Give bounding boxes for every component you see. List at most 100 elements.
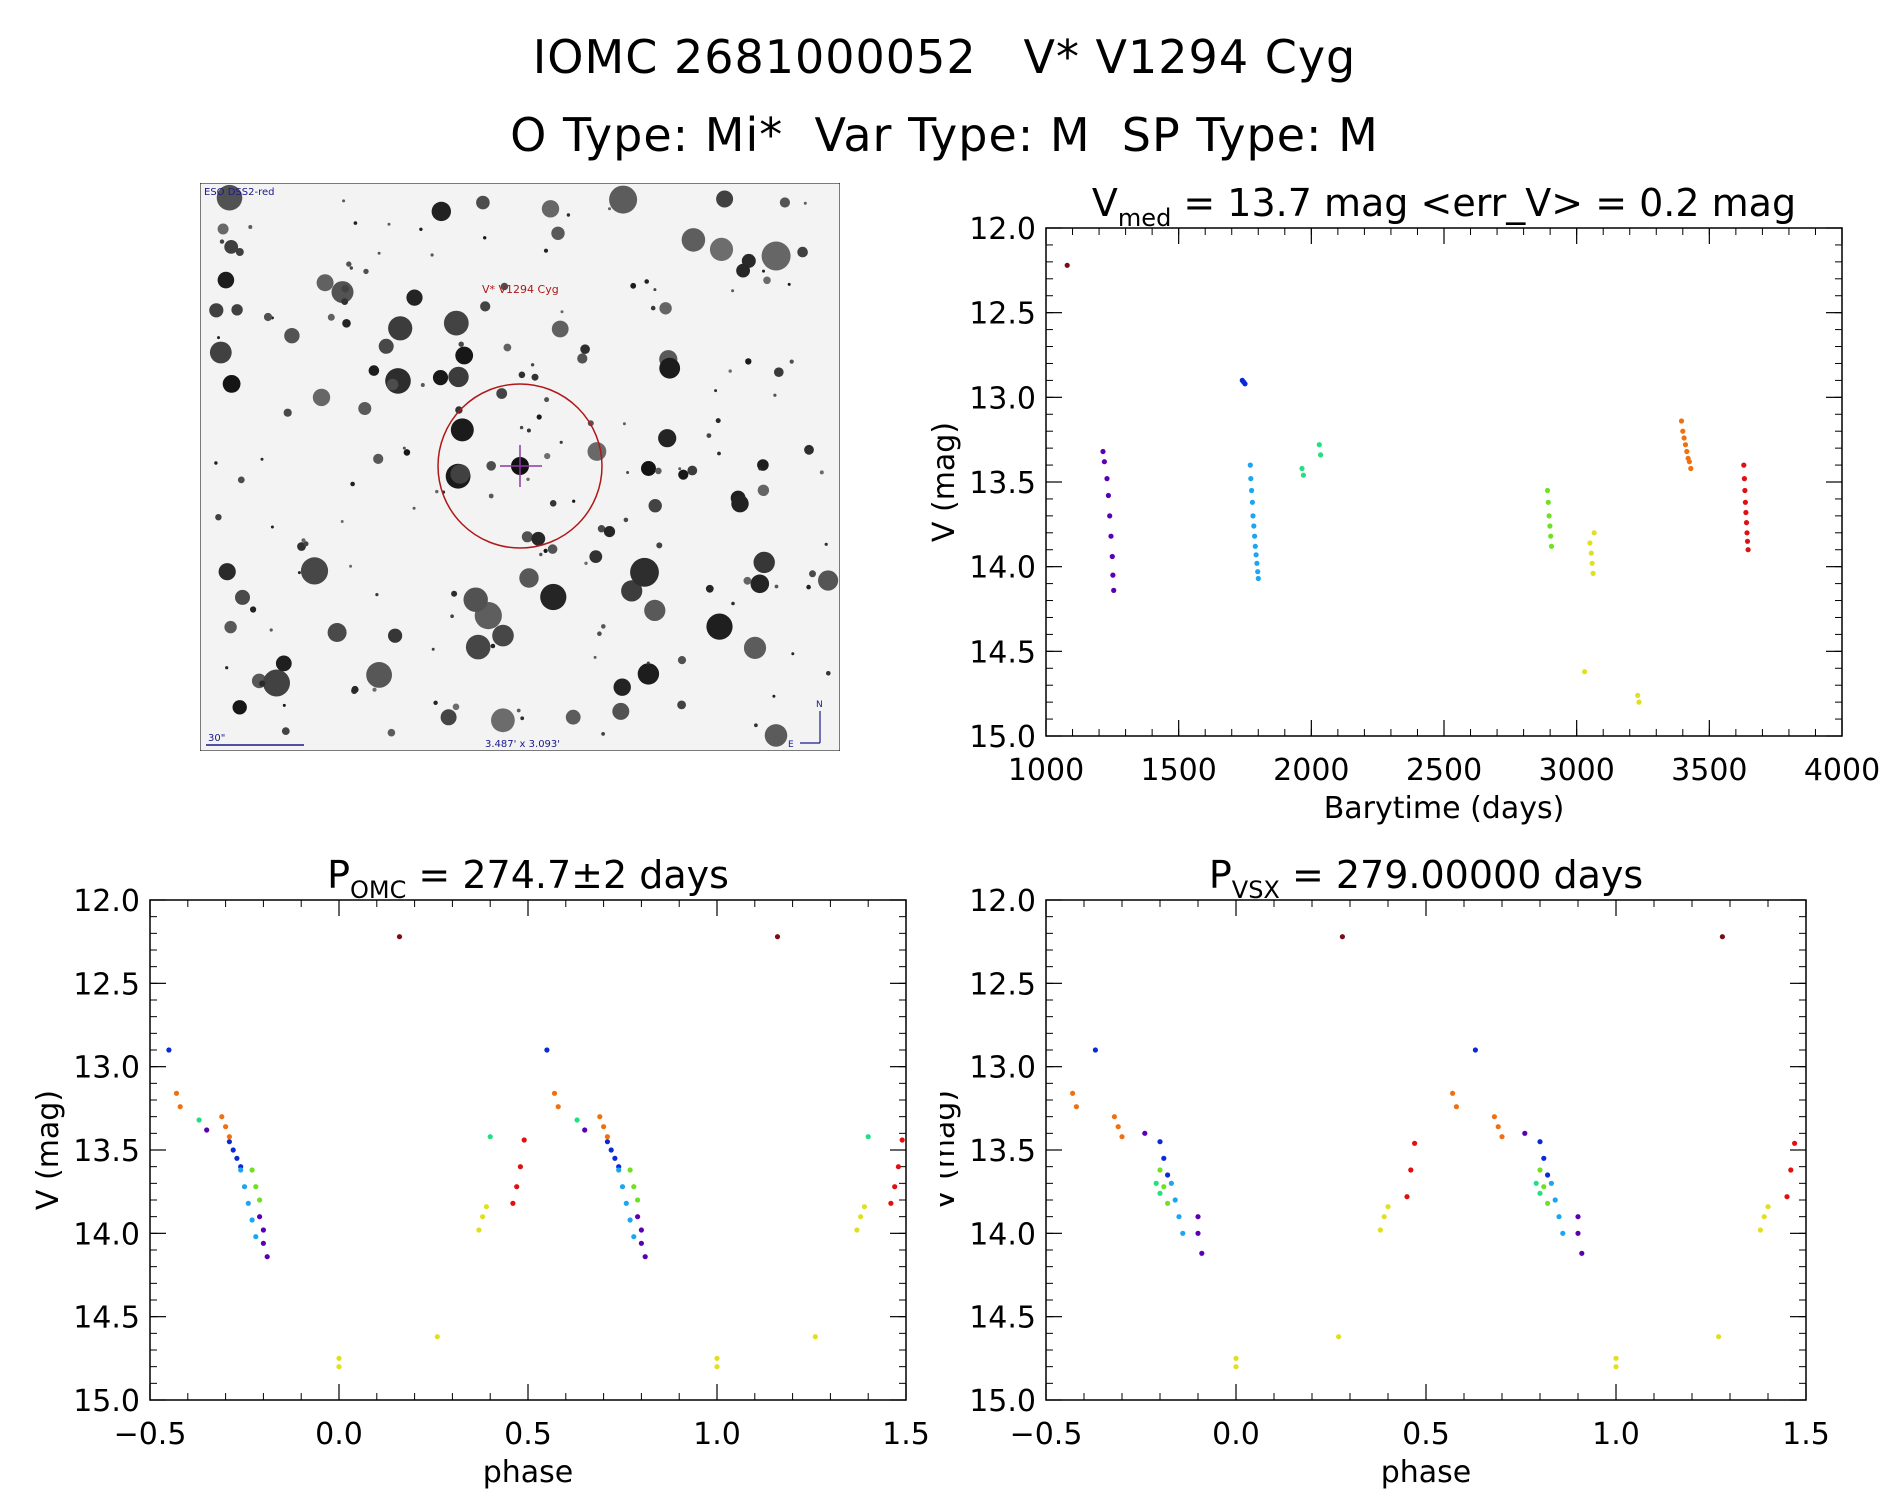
data-point [480,1214,486,1220]
finder-star [350,481,355,487]
data-point [1247,462,1253,468]
data-point [1537,1167,1543,1173]
finder-star [406,289,423,306]
data-point [1153,1180,1159,1186]
data-point [1157,1167,1163,1173]
finder-star [803,201,807,205]
data-point [1255,569,1261,575]
finder-star [544,397,550,403]
data-point [1115,1124,1121,1130]
finder-star [300,557,329,585]
finder-star [547,544,558,554]
finder-star [597,525,606,533]
finder-star [490,643,496,649]
phase-vsx-chart: −0.5 0.0 0.5 1.0 1.5 12.0 12.5 13.0 13.5 14.0 14.5… [940,853,1830,1490]
finder-star [608,207,611,211]
finder-star [465,634,491,660]
data-point [865,1134,871,1140]
finder-star [623,517,629,523]
compass-north-label: N [816,700,823,710]
finder-star [215,514,222,521]
data-point [812,1334,818,1340]
finder-star [281,727,290,735]
finder-star [644,599,666,621]
data-point [612,1155,618,1161]
data-point [223,1124,229,1130]
x-tick-label: 1500 [1140,753,1216,788]
finder-star [641,461,656,476]
data-point [1107,513,1113,519]
data-point [249,1217,255,1223]
data-point [1495,1124,1501,1130]
finder-star [312,388,331,407]
y-tick-label: 13.5 [969,1134,1036,1169]
field-size-label: 3.487' x 3.093' [485,739,560,750]
data-point [895,1164,902,1170]
data-point [1100,448,1106,455]
y-axis-label: V (mag) [927,422,962,542]
y-tick-label: 14.5 [969,1301,1036,1336]
data-point [226,1134,232,1140]
data-point [260,1240,266,1246]
data-point [434,1334,440,1340]
data-point [1741,476,1747,482]
x-tick-label: 2500 [1406,753,1482,788]
data-point [1176,1214,1182,1220]
finder-star [316,274,334,292]
y-tick-label: 12.5 [969,967,1036,1002]
chart-title-rest: = 274.7±2 days [406,853,729,897]
finder-star [283,408,292,417]
data-point [1499,1134,1505,1140]
finder-star [450,614,454,618]
finder-star [659,302,672,315]
finder-star [731,289,735,293]
data-point [1250,513,1256,519]
data-point [1552,1197,1558,1203]
data-point [1161,1184,1167,1190]
data-point [1745,547,1751,553]
finder-star [580,344,590,354]
finder-star [551,320,569,338]
finder-star-field [209,184,839,747]
finder-star [231,304,243,316]
finder-star [342,199,346,203]
data-point [257,1214,263,1220]
data-point [1453,1104,1459,1110]
finder-star [715,418,721,424]
data-point [1546,513,1552,519]
data-point [1784,1194,1790,1200]
data-point [616,1167,622,1173]
data-point [1743,520,1750,526]
data-point [1548,533,1554,539]
data-point [1109,553,1115,560]
finder-star [757,484,770,496]
data-point [1104,476,1110,482]
data-point [604,1134,611,1140]
finder-star [349,266,353,270]
y-axis-label: V (mag) [940,1090,962,1210]
finder-star [452,703,460,711]
chart-title-subscript: OMC [350,876,406,904]
data-point [1680,428,1686,434]
data-point [1195,1214,1201,1220]
data-point [521,1137,527,1143]
finder-star [630,557,659,587]
finder-star [714,389,718,393]
x-tick-label: 0.0 [1212,1417,1260,1452]
finder-star [448,366,469,388]
finder-star [531,531,546,546]
data-point [510,1200,516,1206]
finder-star [774,367,784,377]
finder-star [263,312,273,322]
finder-star [480,301,491,312]
finder-star [225,666,229,670]
data-point [1248,476,1254,482]
data-point [1765,1204,1771,1210]
finder-star [589,550,603,563]
data-point [608,1147,614,1153]
finder-star [593,655,597,659]
finder-star [622,422,626,426]
finder-star [388,316,413,341]
finder-star [463,587,488,612]
finder-star [706,613,733,640]
